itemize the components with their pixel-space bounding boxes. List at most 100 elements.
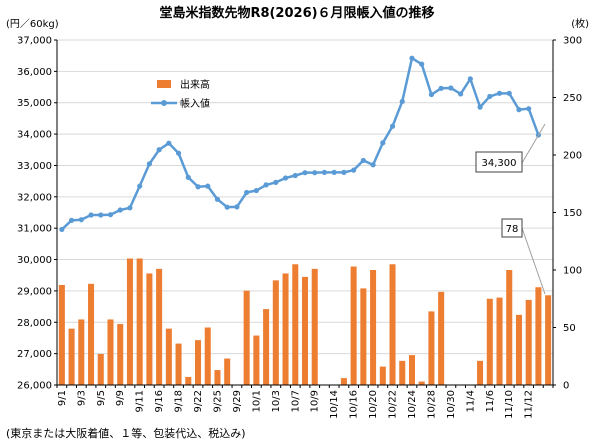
volume-bar — [136, 258, 143, 385]
x-tick-label: 9/16 — [154, 390, 165, 412]
volume-bar — [515, 314, 522, 385]
right-axis-ticks: 0 50 100 150 200 250 300 — [553, 36, 582, 392]
right-axis-unit: (枚) — [571, 17, 589, 30]
left-tick-label: 31,000 — [17, 224, 52, 235]
volume-bar — [97, 353, 104, 385]
legend-bar-swatch — [157, 80, 171, 88]
settlement-point — [214, 196, 221, 202]
settlement-point — [146, 161, 152, 167]
settlement-point — [88, 212, 94, 218]
volume-bar — [68, 328, 75, 385]
settlement-point — [506, 90, 512, 96]
left-axis-ticks: 26,000 27,000 28,000 29,000 30,000 31,000 32,0… — [17, 36, 57, 392]
settlement-point — [205, 183, 211, 189]
volume-bar — [506, 270, 513, 385]
settlement-point — [341, 169, 347, 175]
x-tick-label: 10/3 — [271, 390, 282, 412]
price-callout-label: 34,300 — [482, 158, 517, 169]
settlement-line — [59, 55, 542, 233]
x-axis-ticks: 9/1 9/3 9/5 9/9 9/11 9/16 9/18 9/22 9/25 9/29 10/1… — [56, 385, 554, 419]
volume-bar — [175, 343, 182, 385]
settlement-point — [389, 123, 396, 129]
volume-bar — [418, 381, 425, 385]
left-tick-label: 35,000 — [17, 98, 52, 109]
x-tick-label: 9/29 — [232, 390, 243, 412]
settlement-point — [282, 175, 289, 181]
volume-bar — [126, 258, 133, 385]
volume-bar — [253, 335, 260, 385]
settlement-point — [185, 174, 191, 180]
volume-bar — [370, 270, 377, 385]
volume-bar — [195, 340, 202, 385]
x-tick-label: 9/22 — [193, 390, 204, 412]
settlement-point — [360, 157, 366, 164]
x-tick-label: 9/5 — [96, 390, 107, 406]
left-tick-label: 32,000 — [17, 192, 52, 203]
volume-bar — [399, 360, 406, 385]
settlement-point — [156, 147, 162, 153]
settlement-point — [428, 91, 435, 98]
settlement-point — [438, 85, 444, 91]
x-tick-label: 10/7 — [290, 390, 301, 412]
right-tick-label: 0 — [563, 381, 569, 392]
settlement-point — [107, 212, 114, 218]
volume-bar — [428, 311, 435, 385]
settlement-point — [137, 183, 143, 189]
left-tick-label: 37,000 — [17, 36, 52, 47]
volume-callout-leader — [521, 227, 546, 295]
settlement-point — [351, 167, 357, 173]
settlement-point — [526, 106, 532, 112]
volume-bar — [58, 284, 65, 385]
settlement-point — [68, 217, 75, 223]
left-tick-label: 30,000 — [17, 255, 52, 266]
volume-bar — [525, 299, 532, 385]
legend: 出来高 帳入値 — [151, 78, 210, 110]
volume-bar — [389, 264, 396, 385]
volume-bar — [496, 297, 503, 385]
x-tick-label: 10/9 — [310, 390, 321, 412]
settlement-point — [458, 91, 464, 97]
settlement-point — [487, 93, 493, 100]
volume-bar — [165, 328, 172, 385]
volume-bar — [117, 324, 124, 385]
left-tick-label: 34,000 — [17, 130, 52, 141]
settlement-point — [234, 204, 240, 210]
volume-bar — [156, 268, 163, 385]
legend-bar-label: 出来高 — [180, 78, 210, 91]
volume-bar — [214, 370, 221, 385]
settlement-point — [244, 189, 250, 196]
settlement-point — [263, 182, 269, 188]
settlement-point — [380, 140, 386, 146]
volume-bar — [350, 266, 357, 385]
x-tick-label: 10/14 — [329, 390, 340, 419]
x-tick-label: 9/18 — [174, 390, 185, 412]
settlement-point — [409, 55, 415, 61]
volume-bars — [58, 258, 552, 385]
right-tick-label: 100 — [563, 266, 582, 277]
settlement-point — [331, 169, 337, 175]
chart-title: 堂島米指数先物R8(2026)６月限帳入値の推移 — [159, 5, 434, 21]
volume-callout-label: 78 — [506, 224, 519, 235]
settlement-point — [78, 217, 84, 223]
x-tick-label: 10/16 — [349, 390, 360, 419]
x-tick-label: 9/3 — [76, 390, 87, 406]
settlement-point — [166, 140, 172, 146]
x-tick-label: 10/22 — [388, 390, 399, 419]
legend-line-marker — [161, 100, 167, 106]
x-tick-label: 9/9 — [115, 390, 126, 406]
volume-bar — [379, 366, 386, 385]
settlement-point — [516, 107, 522, 113]
volume-bar — [408, 355, 415, 385]
settlement-point — [321, 169, 328, 175]
right-tick-label: 200 — [563, 151, 582, 162]
left-tick-label: 33,000 — [17, 161, 52, 172]
settlement-point — [273, 179, 279, 185]
x-tick-label: 10/28 — [426, 390, 437, 419]
settlement-point — [292, 172, 298, 179]
x-tick-label: 11/12 — [524, 390, 535, 419]
right-tick-label: 250 — [563, 93, 582, 104]
left-tick-label: 26,000 — [17, 381, 52, 392]
settlement-point — [477, 104, 483, 110]
x-tick-label: 10/20 — [368, 390, 379, 419]
